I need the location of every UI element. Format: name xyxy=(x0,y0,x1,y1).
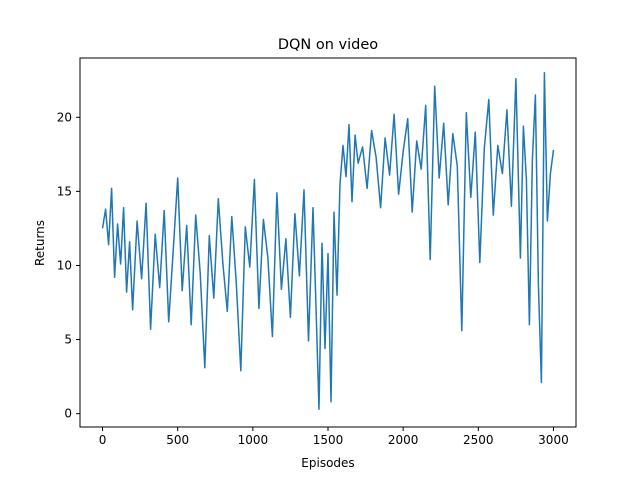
chart-title: DQN on video xyxy=(278,37,378,53)
y-tick-label: 0 xyxy=(64,407,72,421)
x-axis: 0 500 1000 1500 2000 2500 3000 xyxy=(99,427,569,447)
x-tick-label: 0 xyxy=(99,433,107,447)
y-axis-label: Returns xyxy=(33,220,47,266)
x-tick-label: 1500 xyxy=(313,433,344,447)
y-tick-label: 10 xyxy=(57,258,72,272)
x-tick-label: 500 xyxy=(166,433,189,447)
x-tick-label: 3000 xyxy=(538,433,569,447)
y-tick-label: 20 xyxy=(57,110,72,124)
x-tick-label: 2500 xyxy=(463,433,494,447)
x-axis-label: Episodes xyxy=(301,456,354,470)
y-axis: 0 5 10 15 20 xyxy=(57,110,80,421)
x-tick-label: 2000 xyxy=(388,433,419,447)
series-line-0 xyxy=(101,72,555,410)
y-tick-label: 5 xyxy=(64,333,72,347)
x-tick-label: 1000 xyxy=(238,433,269,447)
y-tick-label: 15 xyxy=(57,184,72,198)
plot-area xyxy=(101,72,555,410)
axes-frame xyxy=(79,57,577,428)
